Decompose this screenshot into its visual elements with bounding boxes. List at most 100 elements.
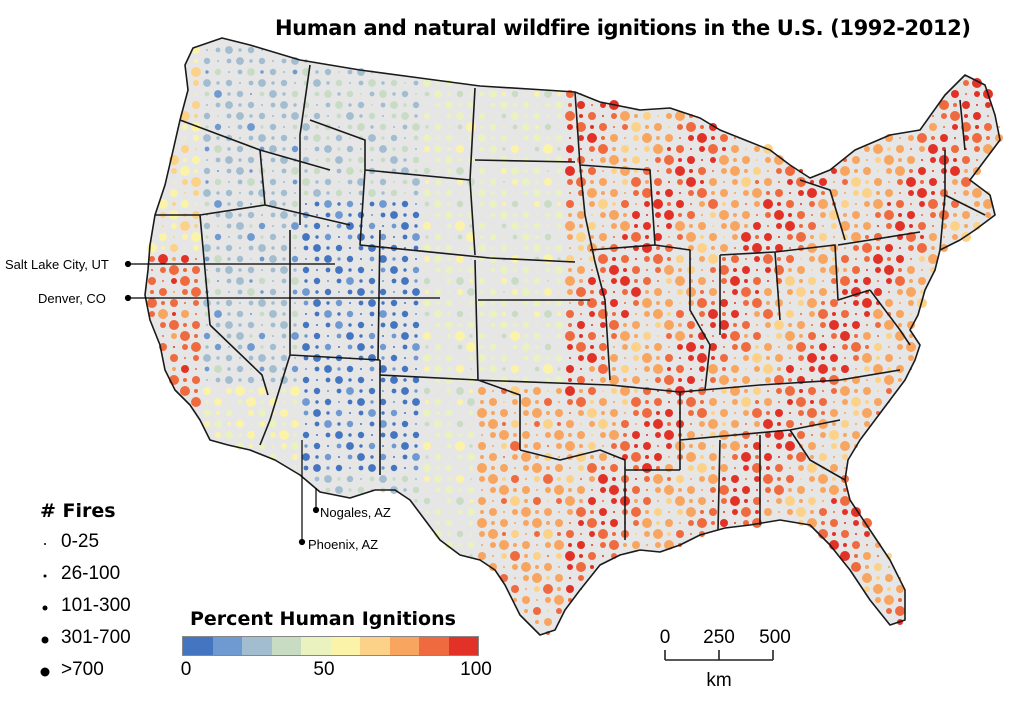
fire-dot xyxy=(612,422,616,426)
fire-dot xyxy=(655,322,661,328)
fire-dot xyxy=(447,147,451,151)
fire-dot xyxy=(260,400,264,404)
fire-dot xyxy=(697,243,707,253)
fire-dot xyxy=(349,302,351,304)
fire-dot xyxy=(335,101,343,109)
fire-dot xyxy=(514,247,516,249)
fire-dot xyxy=(435,102,441,108)
fire-dot xyxy=(543,529,553,539)
fire-dot xyxy=(260,345,264,349)
fire-dot xyxy=(370,345,374,349)
fire-dot xyxy=(645,455,649,459)
fire-dot xyxy=(832,312,836,316)
fire-dot xyxy=(357,431,365,439)
fire-dot xyxy=(873,144,883,154)
fire-dot xyxy=(744,499,748,503)
fire-dot xyxy=(162,225,164,227)
fire-dot xyxy=(415,423,417,425)
fire-dot xyxy=(448,346,450,348)
fires-legend-label: 0-25 xyxy=(61,531,100,552)
fire-dot xyxy=(346,222,354,230)
fire-dot xyxy=(489,365,497,373)
fire-dot xyxy=(283,456,285,458)
fire-dot xyxy=(697,463,707,473)
scale-label: 250 xyxy=(703,627,735,648)
fire-dot xyxy=(162,280,164,282)
fire-dot xyxy=(874,178,882,186)
fire-dot xyxy=(501,498,507,504)
fire-dot xyxy=(829,265,839,275)
fire-dot xyxy=(842,454,848,460)
fire-dot xyxy=(172,257,176,261)
fire-dot xyxy=(833,346,835,348)
fire-dot xyxy=(807,353,817,363)
fire-dot xyxy=(225,101,233,109)
fire-dot-layer xyxy=(147,46,1003,635)
fire-dot xyxy=(302,178,310,186)
fire-dot xyxy=(677,124,683,130)
fire-dot xyxy=(214,398,222,406)
fire-dot xyxy=(808,442,816,450)
fire-dot xyxy=(621,365,629,373)
fire-dot xyxy=(632,211,640,219)
fire-dot xyxy=(818,199,828,209)
fire-dot xyxy=(632,541,640,549)
fire-dot xyxy=(962,211,970,219)
fire-dot xyxy=(523,575,529,581)
fire-dot xyxy=(898,268,902,272)
fire-dot xyxy=(796,507,806,517)
fire-dot xyxy=(865,400,869,404)
fire-dot xyxy=(500,189,508,197)
fire-dot xyxy=(228,181,230,183)
fire-dot xyxy=(602,335,604,337)
fire-dot xyxy=(195,203,197,205)
fire-dot xyxy=(547,170,549,172)
fire-dot xyxy=(830,299,838,307)
fire-dot xyxy=(215,157,221,163)
fire-dot xyxy=(434,310,442,318)
fire-dot xyxy=(634,389,638,393)
fire-dot xyxy=(547,390,549,392)
fire-dot xyxy=(381,81,385,85)
fire-dot xyxy=(521,452,531,462)
fire-dot xyxy=(457,454,463,460)
fire-dot xyxy=(171,333,177,339)
fire-dot xyxy=(217,280,219,282)
fire-dot xyxy=(457,344,463,350)
fire-dot xyxy=(764,343,772,351)
fire-dot xyxy=(225,376,233,384)
fire-dot xyxy=(920,290,924,294)
fire-dot xyxy=(778,456,780,458)
fire-dot xyxy=(556,113,562,119)
fire-dot xyxy=(787,179,793,185)
fire-dot xyxy=(192,266,200,274)
fire-dot xyxy=(655,157,661,163)
fire-dot xyxy=(569,522,571,524)
fire-dot xyxy=(745,148,747,150)
fire-dot xyxy=(479,366,485,372)
fire-dot xyxy=(741,287,751,297)
fire-dot xyxy=(502,92,506,96)
fire-dot xyxy=(720,409,728,417)
fire-dot xyxy=(687,486,695,494)
fire-dot xyxy=(657,280,659,282)
fire-dot xyxy=(533,354,541,362)
fire-dot xyxy=(479,531,485,537)
fire-dot xyxy=(799,389,803,393)
fire-dot xyxy=(600,212,606,218)
fire-dot xyxy=(765,487,771,493)
fire-dot xyxy=(577,376,585,384)
fire-dot xyxy=(291,200,299,208)
fire-dot xyxy=(523,465,529,471)
fire-dot xyxy=(470,313,472,315)
fire-dot xyxy=(500,409,508,417)
fire-dot xyxy=(852,156,860,164)
fire-dot xyxy=(469,114,473,118)
fire-dot xyxy=(844,357,846,359)
fire-dot xyxy=(756,324,758,326)
fire-dot xyxy=(183,378,187,382)
fire-dot xyxy=(712,225,714,227)
fire-dot xyxy=(390,376,398,384)
fire-dot xyxy=(752,298,762,308)
fire-dot xyxy=(173,291,175,293)
